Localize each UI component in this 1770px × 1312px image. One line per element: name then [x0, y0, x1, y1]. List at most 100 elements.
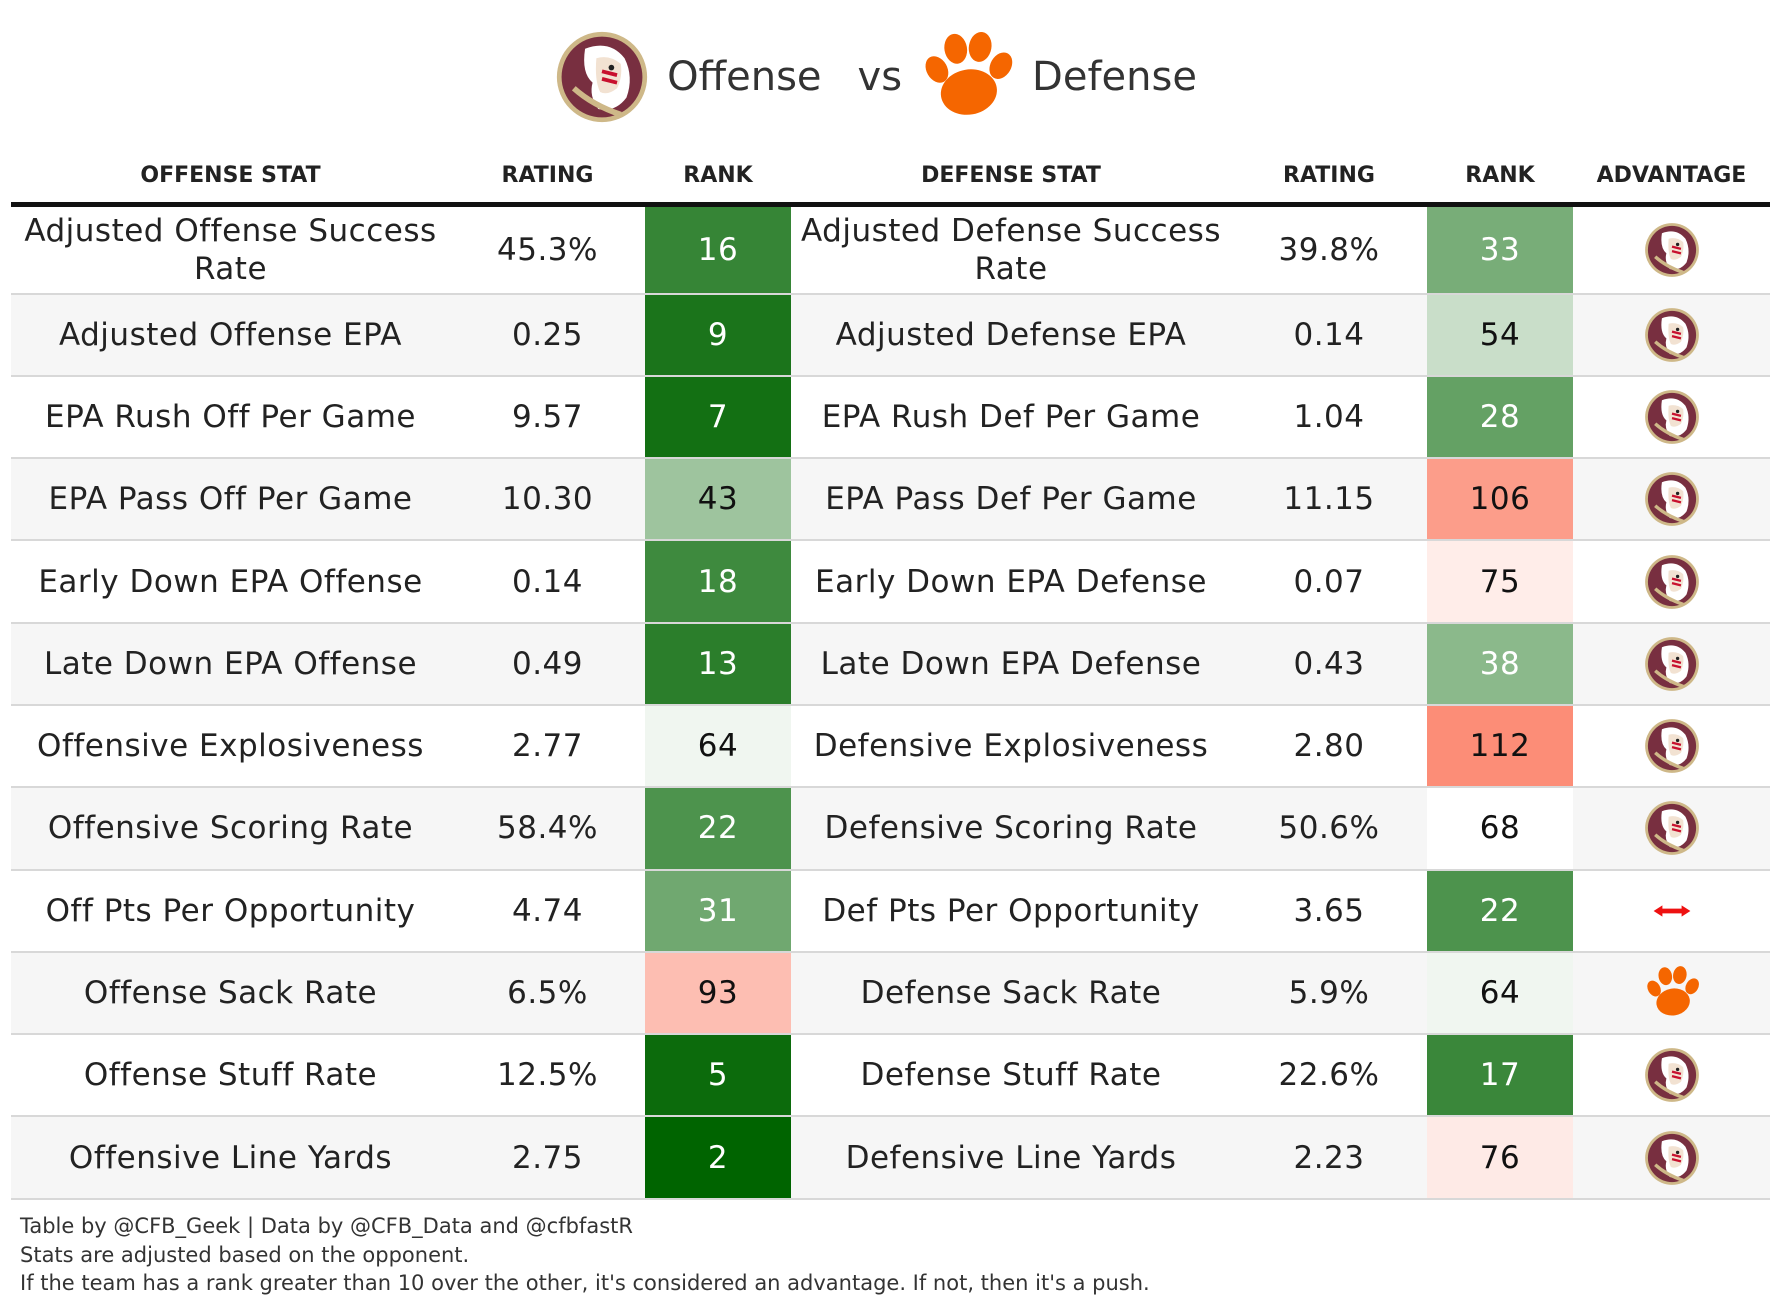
- defense-rank: 106: [1427, 458, 1573, 542]
- offense-rank: 43: [645, 458, 791, 542]
- offense-rating: 0.14: [450, 540, 645, 624]
- table-row: Offensive Explosiveness 2.77 64 Defensive E…: [11, 704, 1770, 789]
- offense-stat: Off Pts Per Opportunity: [11, 869, 450, 953]
- offense-rank: 7: [645, 375, 791, 460]
- header-row: OFFENSE STAT RATING RANK DEFENSE STAT RATING…: [11, 148, 1770, 207]
- defense-stat: Defensive Scoring Rate: [791, 787, 1231, 871]
- defense-rating: 2.23: [1231, 1116, 1427, 1200]
- offense-stat: Offensive Line Yards: [11, 1116, 450, 1200]
- vs-label: vs: [857, 54, 903, 100]
- advantage-icon: [1644, 965, 1700, 1021]
- title: Offense vs Defense: [0, 22, 1770, 132]
- defense-rank: 54: [1427, 293, 1573, 377]
- offense-stat: Offense Stuff Rate: [11, 1034, 450, 1118]
- offense-stat: Offensive Explosiveness: [11, 704, 450, 789]
- advantage-icon: [1644, 222, 1700, 278]
- offense-rating: 12.5%: [450, 1034, 645, 1118]
- defense-stat: Adjusted Defense Success Rate: [791, 204, 1231, 295]
- table-row: EPA Pass Off Per Game 10.30 43 EPA Pass Def…: [11, 458, 1770, 542]
- defense-stat: Defense Stuff Rate: [791, 1034, 1231, 1118]
- offense-rank: 5: [645, 1034, 791, 1118]
- defense-rank: 22: [1427, 869, 1573, 953]
- column-header: RATING: [450, 148, 645, 207]
- defense-label: Defense: [1032, 54, 1197, 100]
- offense-rank: 2: [645, 1116, 791, 1200]
- stats-table: OFFENSE STAT RATING RANK DEFENSE STAT RATING…: [11, 148, 1770, 1200]
- defense-stat: EPA Pass Def Per Game: [791, 458, 1231, 542]
- advantage-icon: [1642, 891, 1702, 931]
- table-row: Off Pts Per Opportunity 4.74 31 Def Pts Per…: [11, 869, 1770, 953]
- defense-stat: EPA Rush Def Per Game: [791, 375, 1231, 460]
- column-header: ADVANTAGE: [1573, 148, 1770, 207]
- defense-stat: Defensive Explosiveness: [791, 704, 1231, 789]
- defense-rank: 75: [1427, 540, 1573, 624]
- column-header: OFFENSE STAT: [11, 148, 450, 207]
- offense-rating: 6.5%: [450, 951, 645, 1036]
- defense-rank: 64: [1427, 951, 1573, 1036]
- advantage-icon: [1644, 1130, 1700, 1186]
- offense-rank: 16: [645, 204, 791, 295]
- column-header: DEFENSE STAT: [791, 148, 1231, 207]
- footer-line: Table by @CFB_Geek | Data by @CFB_Data a…: [20, 1214, 633, 1238]
- offense-stat: EPA Rush Off Per Game: [11, 375, 450, 460]
- offense-stat: Adjusted Offense Success Rate: [11, 204, 450, 295]
- offense-rating: 2.77: [450, 704, 645, 789]
- advantage-icon: [1644, 307, 1700, 363]
- defense-rank: 33: [1427, 204, 1573, 295]
- defense-rank: 112: [1427, 704, 1573, 789]
- defense-rank: 68: [1427, 787, 1573, 871]
- defense-rank: 76: [1427, 1116, 1573, 1200]
- footer: Table by @CFB_Geek | Data by @CFB_Data a…: [20, 1212, 1150, 1298]
- offense-rank: 93: [645, 951, 791, 1036]
- defense-rating: 5.9%: [1231, 951, 1427, 1036]
- offense-stat: EPA Pass Off Per Game: [11, 458, 450, 542]
- offense-rating: 9.57: [450, 375, 645, 460]
- advantage-icon: [1644, 554, 1700, 610]
- defense-rank: 28: [1427, 375, 1573, 460]
- advantage: [1573, 204, 1770, 295]
- offense-rating: 45.3%: [450, 204, 645, 295]
- offense-rank: 31: [645, 869, 791, 953]
- advantage: [1573, 951, 1770, 1036]
- offense-rating: 4.74: [450, 869, 645, 953]
- advantage: [1573, 540, 1770, 624]
- defense-stat: Late Down EPA Defense: [791, 622, 1231, 706]
- defense-rank: 38: [1427, 622, 1573, 706]
- defense-rating: 50.6%: [1231, 787, 1427, 871]
- defense-rating: 0.14: [1231, 293, 1427, 377]
- table-row: Offense Stuff Rate 12.5% 5 Defense Stuff Ra…: [11, 1034, 1770, 1118]
- offense-stat: Early Down EPA Offense: [11, 540, 450, 624]
- table-row: Adjusted Offense Success Rate 45.3% 16 Adju…: [11, 204, 1770, 295]
- advantage-icon: [1644, 636, 1700, 692]
- advantage: [1573, 622, 1770, 706]
- table-row: Offensive Scoring Rate 58.4% 22 Defensive S…: [11, 787, 1770, 871]
- footer-line: Stats are adjusted based on the opponent…: [20, 1242, 470, 1267]
- offense-stat: Adjusted Offense EPA: [11, 293, 450, 377]
- advantage-icon: [1644, 471, 1700, 527]
- clemson-logo: [920, 30, 1014, 124]
- advantage-icon: [1644, 1047, 1700, 1103]
- advantage: [1573, 869, 1770, 953]
- advantage: [1573, 1034, 1770, 1118]
- offense-stat: Late Down EPA Offense: [11, 622, 450, 706]
- table-row: EPA Rush Off Per Game 9.57 7 EPA Rush Def P…: [11, 375, 1770, 460]
- offense-rating: 2.75: [450, 1116, 645, 1200]
- column-header: RANK: [645, 148, 791, 207]
- offense-stat: Offense Sack Rate: [11, 951, 450, 1036]
- defense-rating: 11.15: [1231, 458, 1427, 542]
- offense-rating: 10.30: [450, 458, 645, 542]
- defense-rating: 3.65: [1231, 869, 1427, 953]
- table-row: Offense Sack Rate 6.5% 93 Defense Sack Rate…: [11, 951, 1770, 1036]
- defense-rating: 22.6%: [1231, 1034, 1427, 1118]
- offense-rating: 0.25: [450, 293, 645, 377]
- offense-rank: 13: [645, 622, 791, 706]
- defense-rating: 0.07: [1231, 540, 1427, 624]
- defense-stat: Defense Sack Rate: [791, 951, 1231, 1036]
- offense-stat: Offensive Scoring Rate: [11, 787, 450, 871]
- defense-rating: 0.43: [1231, 622, 1427, 706]
- advantage: [1573, 375, 1770, 460]
- defense-stat: Defensive Line Yards: [791, 1116, 1231, 1200]
- defense-stat: Early Down EPA Defense: [791, 540, 1231, 624]
- table-row: Offensive Line Yards 2.75 2 Defensive Line …: [11, 1116, 1770, 1200]
